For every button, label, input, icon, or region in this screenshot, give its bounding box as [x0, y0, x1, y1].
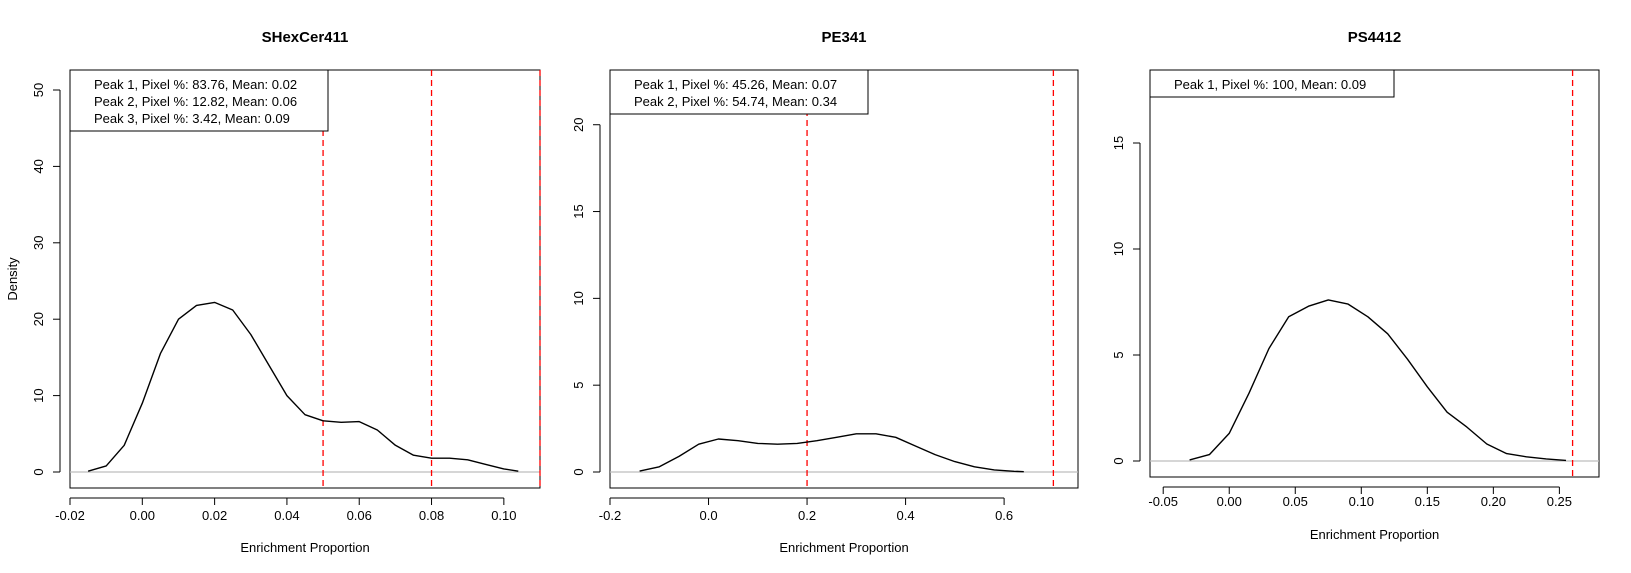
y-tick-label: 10: [571, 291, 586, 305]
legend-entry: Peak 1, Pixel %: 83.76, Mean: 0.02: [94, 77, 297, 92]
x-tick-label: 0.08: [419, 508, 444, 523]
x-tick-label: 0.10: [491, 508, 516, 523]
chart-panel-1: SHexCer411 -0.02 0.00 0.02 0.04 0.06 0.08 0.10 E…: [5, 29, 541, 555]
legend-entry: Peak 2, Pixel %: 12.82, Mean: 0.06: [94, 94, 297, 109]
x-axis-label: Enrichment Proportion: [779, 540, 908, 555]
x-tick-label: 0.20: [1481, 494, 1506, 509]
y-tick-label: 5: [571, 382, 586, 389]
legend-box: [609, 69, 869, 115]
legend-entry: Peak 3, Pixel %: 3.42, Mean: 0.09: [94, 111, 290, 126]
density-curve: [87, 301, 519, 472]
y-tick-label: 0: [571, 468, 586, 475]
x-tick-label: 0.04: [274, 508, 299, 523]
x-tick-label: 0.06: [347, 508, 372, 523]
y-tick-label: 10: [1111, 242, 1126, 256]
x-tick-label: -0.2: [599, 508, 621, 523]
x-tick-label: 0.02: [202, 508, 227, 523]
y-tick-label: 30: [31, 236, 46, 250]
y-tick-label: 10: [31, 388, 46, 402]
x-tick-label: 0.15: [1415, 494, 1440, 509]
x-tick-label: 0.4: [897, 508, 915, 523]
chart-panel-3: PS4412 -0.05 0.00 0.05 0.10 0.15 0.20 0.25 Enric…: [1111, 29, 1600, 542]
legend-box: [1149, 69, 1395, 98]
x-tick-label: 0.6: [995, 508, 1013, 523]
plot-border: [69, 69, 541, 489]
plot-border: [1149, 69, 1600, 478]
y-tick-label: 5: [1111, 351, 1126, 358]
chart-title: PE341: [821, 29, 866, 46]
y-tick-label: 50: [31, 83, 46, 97]
legend-entry: Peak 1, Pixel %: 45.26, Mean: 0.07: [634, 77, 837, 92]
legend-entry: Peak 2, Pixel %: 54.74, Mean: 0.34: [634, 94, 837, 109]
y-tick-label: 40: [31, 159, 46, 173]
x-tick-label: 0.00: [130, 508, 155, 523]
x-tick-label: -0.02: [55, 508, 85, 523]
x-tick-label: 0.00: [1217, 494, 1242, 509]
chart-title: PS4412: [1348, 29, 1401, 46]
density-curve: [639, 433, 1024, 473]
x-axis-label: Enrichment Proportion: [240, 540, 369, 555]
y-axis-label: Density: [5, 257, 20, 301]
x-tick-label: 0.2: [798, 508, 816, 523]
y-tick-label: 0: [31, 468, 46, 475]
x-tick-label: 0.0: [699, 508, 717, 523]
y-tick-label: 0: [1111, 457, 1126, 464]
x-tick-label: -0.05: [1148, 494, 1178, 509]
plot-border: [609, 69, 1079, 489]
y-tick-label: 20: [31, 312, 46, 326]
density-curve: [1189, 299, 1567, 462]
x-tick-label: 0.10: [1349, 494, 1374, 509]
chart-panel-2: PE341 -0.2 0.0 0.2 0.4 0.6 Enrichment Proporti…: [571, 29, 1079, 555]
legend-box: [69, 69, 329, 132]
x-tick-label: 0.25: [1547, 494, 1572, 509]
chart-title: SHexCer411: [262, 29, 349, 46]
x-tick-label: 0.05: [1283, 494, 1308, 509]
legend-entry: Peak 1, Pixel %: 100, Mean: 0.09: [1174, 77, 1366, 92]
y-tick-label: 15: [571, 204, 586, 218]
x-axis-label: Enrichment Proportion: [1310, 527, 1439, 542]
y-tick-label: 20: [571, 117, 586, 131]
y-tick-label: 15: [1111, 136, 1126, 150]
